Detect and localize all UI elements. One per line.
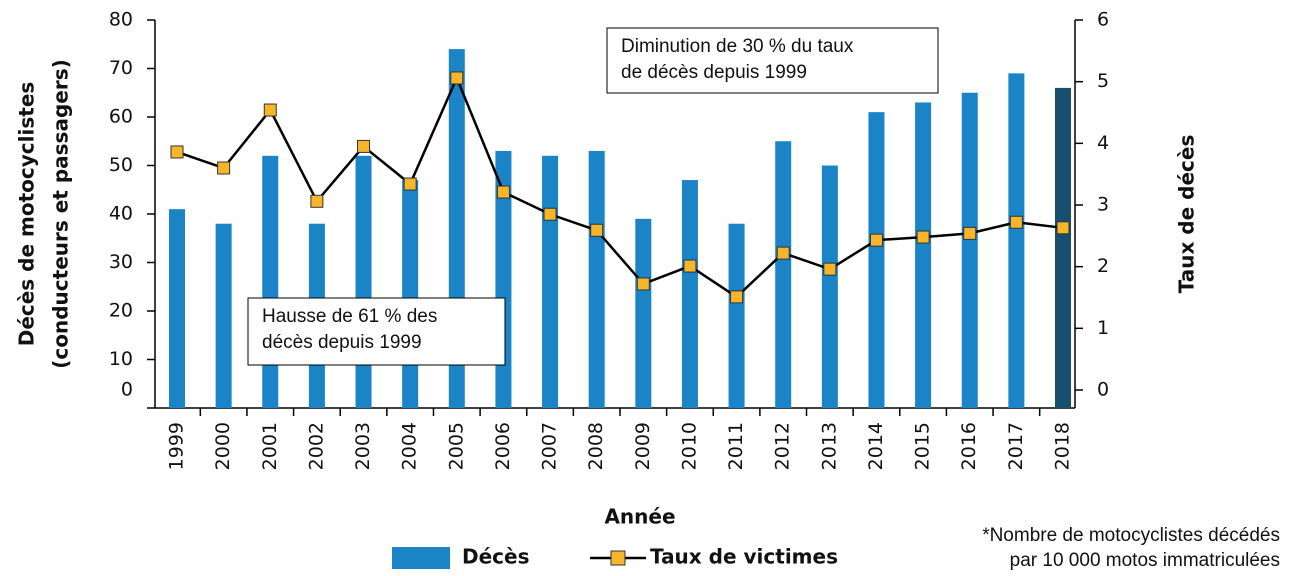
bar xyxy=(355,155,372,408)
marker xyxy=(1009,215,1023,229)
marker xyxy=(963,226,977,240)
legend-marker xyxy=(610,550,626,566)
bar xyxy=(262,155,279,408)
y-tick-label: 10 xyxy=(109,348,133,370)
x-tick-label: 2013 xyxy=(818,422,840,470)
marker xyxy=(823,262,837,276)
y-tick-label: 20 xyxy=(109,300,133,322)
bar xyxy=(542,155,559,408)
y2-tick-label: 2 xyxy=(1097,255,1109,277)
x-tick-label: 2005 xyxy=(445,422,467,470)
y-tick-label: 80 xyxy=(109,9,133,31)
x-tick-label: 2008 xyxy=(585,422,607,470)
marker xyxy=(916,230,930,244)
x-tick-label: 2018 xyxy=(1052,422,1074,470)
marker xyxy=(636,277,650,291)
y2-tick-label: 0 xyxy=(1097,379,1109,401)
y-tick-label: 0 xyxy=(121,379,133,401)
annotation-box xyxy=(247,297,506,366)
y-tick-label: 50 xyxy=(109,154,133,176)
y-tick-label: 30 xyxy=(109,251,133,273)
x-tick-label: 2017 xyxy=(1005,422,1027,470)
x-tick-label: 2016 xyxy=(958,422,980,470)
x-tick-label: 2007 xyxy=(539,422,561,470)
bar xyxy=(728,223,745,408)
annotation: décès depuis 1999 xyxy=(262,332,422,353)
y-axis-title: Décès de motocyclistes xyxy=(15,82,39,347)
x-tick-label: 2014 xyxy=(865,422,887,470)
legend-label: Décès xyxy=(462,545,530,569)
bar xyxy=(915,102,932,408)
x-tick-label: 2006 xyxy=(492,422,514,470)
marker xyxy=(496,185,510,199)
marker xyxy=(170,145,184,159)
marker xyxy=(263,103,277,117)
x-tick-label: 2015 xyxy=(912,422,934,470)
marker xyxy=(403,177,417,191)
marker xyxy=(683,259,697,273)
x-tick-label: 2011 xyxy=(725,422,747,470)
y2-tick-label: 5 xyxy=(1097,70,1109,92)
marker xyxy=(730,290,744,304)
marker xyxy=(450,71,464,85)
marker xyxy=(776,246,790,260)
marker xyxy=(869,233,883,247)
x-tick-label: 2001 xyxy=(259,422,281,470)
y2-tick-label: 4 xyxy=(1097,132,1109,154)
legend-label: Taux de victimes xyxy=(650,545,838,569)
bar xyxy=(1055,87,1071,409)
x-tick-label: 2010 xyxy=(678,422,700,470)
marker xyxy=(217,161,231,175)
marker xyxy=(1056,221,1070,235)
bar xyxy=(775,141,792,408)
marker xyxy=(543,207,557,221)
y-tick-label: 40 xyxy=(109,203,133,225)
footnote: par 10 000 motos immatriculées xyxy=(1010,550,1280,571)
bar xyxy=(868,112,885,409)
bar xyxy=(1008,73,1025,408)
y2-tick-label: 1 xyxy=(1097,317,1109,339)
x-axis-title: Année xyxy=(604,505,675,529)
marker xyxy=(357,139,371,153)
line xyxy=(176,74,1064,299)
bar xyxy=(961,92,978,408)
x-tick-label: 2000 xyxy=(212,422,234,470)
annotation: de décès depuis 1999 xyxy=(621,62,807,83)
x-tick-label: 1999 xyxy=(166,422,188,470)
bar xyxy=(588,150,605,408)
footnote: *Nombre de motocyclistes décédés xyxy=(982,525,1280,546)
x-tick-label: 2002 xyxy=(305,422,327,470)
y2-tick-label: 3 xyxy=(1097,194,1109,216)
annotation: Hausse de 61 % des xyxy=(262,306,437,327)
x-tick-label: 2009 xyxy=(632,422,654,470)
y-axis-title: (conducteurs et passagers) xyxy=(49,59,73,368)
bar xyxy=(821,165,838,408)
x-tick-label: 2004 xyxy=(399,422,421,470)
x-tick-label: 2012 xyxy=(772,422,794,470)
annotation-box xyxy=(606,27,939,94)
x-tick-label: 2003 xyxy=(352,422,374,470)
annotation: Diminution de 30 % du taux xyxy=(621,36,854,57)
bar xyxy=(635,218,652,408)
y2-axis-title: Taux de décès xyxy=(1175,135,1199,294)
legend-swatch xyxy=(392,547,450,569)
marker xyxy=(310,194,324,208)
bar xyxy=(402,180,419,408)
bar xyxy=(681,180,698,408)
y2-tick-label: 6 xyxy=(1097,9,1109,31)
y-tick-label: 70 xyxy=(109,57,133,79)
bar xyxy=(215,223,232,408)
marker xyxy=(590,223,604,237)
bar xyxy=(169,209,185,408)
y-tick-label: 60 xyxy=(109,106,133,128)
